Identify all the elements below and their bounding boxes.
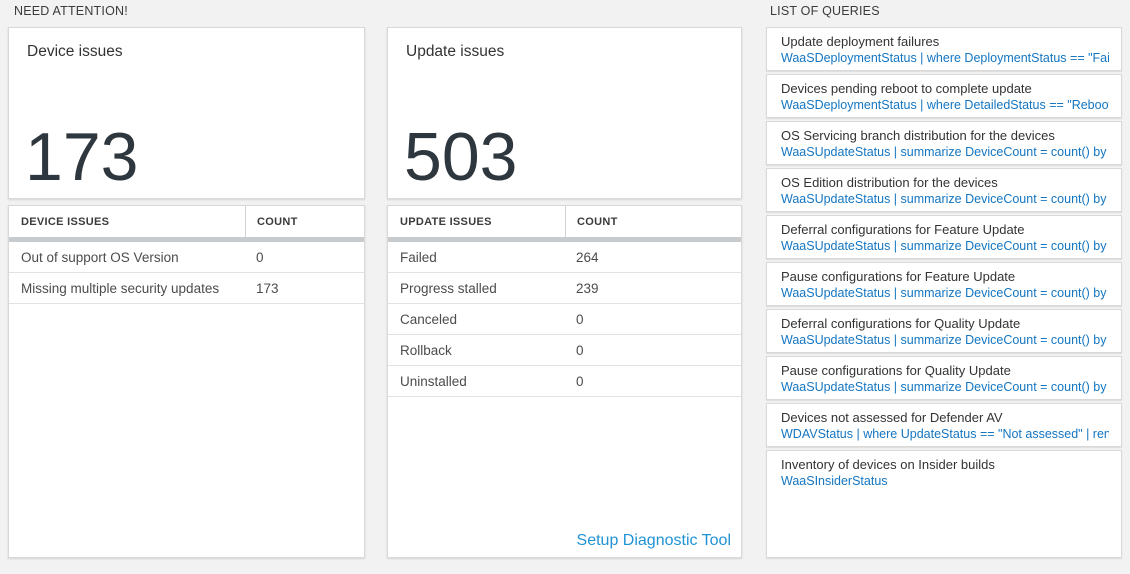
count-column-header: COUNT (245, 206, 364, 237)
row-label: Failed (400, 249, 437, 265)
update-issues-table-header: UPDATE ISSUES COUNT (388, 206, 741, 237)
device-issues-tile-title: Device issues (27, 43, 123, 60)
update-issues-column-header: UPDATE ISSUES (400, 215, 492, 228)
row-label: Rollback (400, 342, 452, 358)
query-title: Update deployment failures (781, 34, 940, 49)
query-title: Inventory of devices on Insider builds (781, 457, 995, 472)
device-issues-table: DEVICE ISSUES COUNT Out of support OS Ve… (8, 205, 365, 558)
query-title: Pause configurations for Feature Update (781, 269, 1016, 284)
query-text[interactable]: WaaSUpdateStatus | summarize DeviceCount… (781, 380, 1109, 394)
device-issues-tile[interactable]: Device issues 173 (8, 27, 365, 199)
table-header-divider-bar (388, 237, 741, 242)
query-item[interactable]: OS Edition distribution for the devices … (766, 168, 1122, 212)
query-item[interactable]: Inventory of devices on Insider builds W… (766, 450, 1122, 558)
query-text[interactable]: WaaSUpdateStatus | summarize DeviceCount… (781, 286, 1109, 300)
query-title: OS Edition distribution for the devices (781, 175, 998, 190)
update-issues-table: UPDATE ISSUES COUNT Failed 264 Progress … (387, 205, 742, 558)
query-item[interactable]: OS Servicing branch distribution for the… (766, 121, 1122, 165)
query-item[interactable]: Update deployment failures WaaSDeploymen… (766, 27, 1122, 71)
device-issues-column-header: DEVICE ISSUES (21, 215, 110, 228)
table-row[interactable]: Rollback 0 (388, 335, 741, 366)
query-item[interactable]: Devices not assessed for Defender AV WDA… (766, 403, 1122, 447)
table-row[interactable]: Canceled 0 (388, 304, 741, 335)
query-title: Pause configurations for Quality Update (781, 363, 1011, 378)
count-column-header: COUNT (565, 206, 741, 237)
table-row[interactable]: Failed 264 (388, 242, 741, 273)
query-title: Devices not assessed for Defender AV (781, 410, 1003, 425)
query-text[interactable]: WaaSInsiderStatus (781, 474, 888, 488)
row-label: Uninstalled (400, 373, 467, 389)
update-issues-tile[interactable]: Update issues 503 (387, 27, 742, 199)
row-count: 0 (576, 311, 584, 327)
update-issues-tile-title: Update issues (406, 43, 505, 60)
device-issues-table-header: DEVICE ISSUES COUNT (9, 206, 364, 237)
query-text[interactable]: WaaSDeploymentStatus | where DeploymentS… (781, 51, 1109, 65)
row-count: 0 (576, 373, 584, 389)
query-title: Deferral configurations for Feature Upda… (781, 222, 1025, 237)
table-row[interactable]: Out of support OS Version 0 (9, 242, 364, 273)
row-count: 239 (576, 280, 599, 296)
table-row[interactable]: Uninstalled 0 (388, 366, 741, 397)
query-title: Devices pending reboot to complete updat… (781, 81, 1032, 96)
row-count: 0 (576, 342, 584, 358)
query-title: Deferral configurations for Quality Upda… (781, 316, 1021, 331)
device-issues-count: 173 (25, 118, 139, 195)
query-text[interactable]: WaaSUpdateStatus | summarize DeviceCount… (781, 145, 1109, 159)
list-of-queries-section-title: LIST OF QUERIES (770, 4, 880, 18)
query-item[interactable]: Deferral configurations for Quality Upda… (766, 309, 1122, 353)
row-label: Canceled (400, 311, 458, 327)
query-text[interactable]: WDAVStatus | where UpdateStatus == "Not … (781, 427, 1109, 441)
query-text[interactable]: WaaSUpdateStatus | summarize DeviceCount… (781, 239, 1109, 253)
need-attention-section-title: NEED ATTENTION! (14, 4, 128, 18)
setup-diagnostic-tool-link[interactable]: Setup Diagnostic Tool (576, 532, 731, 549)
query-text[interactable]: WaaSUpdateStatus | summarize DeviceCount… (781, 192, 1109, 206)
row-count: 264 (576, 249, 599, 265)
table-header-divider-bar (9, 237, 364, 242)
row-label: Out of support OS Version (21, 249, 179, 265)
query-text[interactable]: WaaSDeploymentStatus | where DetailedSta… (781, 98, 1109, 112)
query-item[interactable]: Deferral configurations for Feature Upda… (766, 215, 1122, 259)
table-row[interactable]: Progress stalled 239 (388, 273, 741, 304)
row-count: 0 (256, 249, 264, 265)
row-label: Missing multiple security updates (21, 280, 220, 296)
query-item[interactable]: Pause configurations for Quality Update … (766, 356, 1122, 400)
query-title: OS Servicing branch distribution for the… (781, 128, 1055, 143)
table-row[interactable]: Missing multiple security updates 173 (9, 273, 364, 304)
query-list: Update deployment failures WaaSDeploymen… (766, 27, 1122, 558)
query-text[interactable]: WaaSUpdateStatus | summarize DeviceCount… (781, 333, 1109, 347)
query-item[interactable]: Devices pending reboot to complete updat… (766, 74, 1122, 118)
update-issues-count: 503 (404, 118, 518, 195)
row-count: 173 (256, 280, 279, 296)
row-label: Progress stalled (400, 280, 497, 296)
query-item[interactable]: Pause configurations for Feature Update … (766, 262, 1122, 306)
